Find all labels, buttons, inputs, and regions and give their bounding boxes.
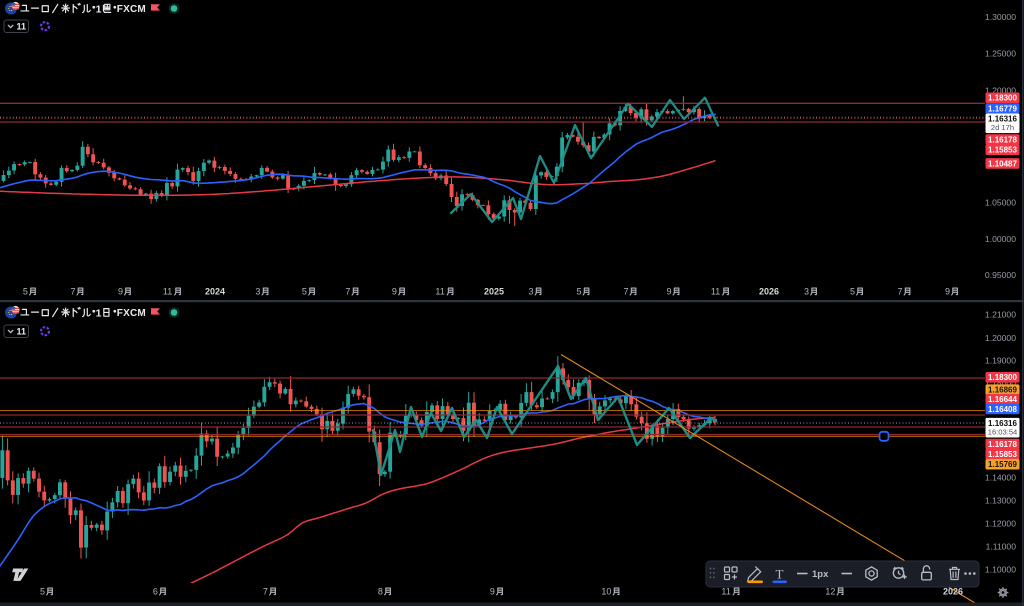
- svg-text:9: 9: [667, 286, 672, 296]
- svg-text:1.16869: 1.16869: [988, 386, 1017, 395]
- svg-text:5: 5: [850, 286, 855, 296]
- svg-text:T: T: [776, 567, 784, 582]
- svg-text:1.10487: 1.10487: [988, 159, 1017, 168]
- svg-text:1.21000: 1.21000: [985, 310, 1016, 320]
- svg-text:1.16316: 1.16316: [988, 419, 1017, 428]
- svg-text:1.20000: 1.20000: [985, 333, 1016, 343]
- svg-text:1.18000: 1.18000: [985, 378, 1016, 388]
- svg-text:1.16779: 1.16779: [988, 104, 1017, 113]
- svg-text:1.16644: 1.16644: [988, 395, 1017, 404]
- svg-text:7: 7: [71, 286, 76, 296]
- svg-text:1: 1: [96, 3, 102, 15]
- svg-text:1.20000: 1.20000: [985, 85, 1016, 95]
- svg-text:0.95000: 0.95000: [985, 270, 1016, 280]
- svg-text:1px: 1px: [812, 569, 829, 580]
- svg-text:5: 5: [577, 286, 582, 296]
- svg-text:1.11000: 1.11000: [986, 542, 1017, 552]
- svg-text:11: 11: [17, 22, 27, 32]
- svg-text:1.13000: 1.13000: [985, 496, 1016, 506]
- svg-text:1.16178: 1.16178: [988, 440, 1017, 449]
- svg-text:7: 7: [898, 286, 903, 296]
- svg-text:1.00000: 1.00000: [985, 234, 1016, 244]
- svg-text:5: 5: [40, 586, 45, 596]
- svg-text:9: 9: [392, 286, 397, 296]
- svg-text:2d 17h: 2d 17h: [991, 123, 1014, 132]
- svg-text:3: 3: [255, 286, 260, 296]
- svg-text:1.30000: 1.30000: [985, 12, 1016, 22]
- svg-text:FXCM: FXCM: [117, 4, 146, 15]
- svg-text:FXCM: FXCM: [117, 308, 146, 319]
- svg-text:1.15853: 1.15853: [988, 450, 1017, 459]
- svg-text:10: 10: [601, 586, 611, 596]
- svg-text:11: 11: [163, 286, 172, 296]
- svg-text:1: 1: [96, 307, 102, 319]
- svg-text:1.14000: 1.14000: [985, 473, 1016, 483]
- svg-text:1.19000: 1.19000: [985, 356, 1016, 366]
- svg-text:1.18300: 1.18300: [988, 373, 1017, 382]
- svg-text:11: 11: [721, 586, 730, 596]
- svg-text:7: 7: [263, 586, 268, 596]
- svg-text:1.10000: 1.10000: [985, 565, 1016, 575]
- svg-text:1.16316: 1.16316: [988, 115, 1017, 124]
- svg-text:2026: 2026: [943, 586, 963, 596]
- svg-text:3: 3: [804, 286, 809, 296]
- svg-text:11: 11: [17, 327, 27, 337]
- svg-text:1.15769: 1.15769: [988, 460, 1017, 469]
- svg-text:11: 11: [711, 286, 720, 296]
- svg-text:16:03:54: 16:03:54: [988, 428, 1018, 437]
- svg-text:1.16178: 1.16178: [988, 135, 1017, 144]
- svg-text:9: 9: [118, 286, 123, 296]
- svg-text:5: 5: [23, 286, 28, 296]
- svg-text:8: 8: [378, 586, 383, 596]
- svg-text:1.15853: 1.15853: [988, 146, 1017, 155]
- svg-text:6: 6: [153, 586, 158, 596]
- svg-text:3: 3: [529, 286, 534, 296]
- svg-text:1.18300: 1.18300: [988, 94, 1017, 103]
- svg-text:2024: 2024: [205, 286, 225, 296]
- svg-text:1.05000: 1.05000: [985, 197, 1016, 207]
- svg-text:12: 12: [825, 586, 835, 596]
- svg-text:7: 7: [345, 286, 350, 296]
- svg-text:9: 9: [490, 586, 495, 596]
- svg-text:5: 5: [302, 286, 307, 296]
- svg-text:2026: 2026: [759, 286, 779, 296]
- svg-text:1.25000: 1.25000: [985, 49, 1016, 59]
- svg-text:11: 11: [435, 286, 444, 296]
- svg-text:9: 9: [945, 286, 950, 296]
- svg-text:1.16408: 1.16408: [988, 405, 1017, 414]
- svg-text:7: 7: [624, 286, 629, 296]
- svg-text:2025: 2025: [484, 286, 504, 296]
- svg-text:1.12000: 1.12000: [985, 519, 1016, 529]
